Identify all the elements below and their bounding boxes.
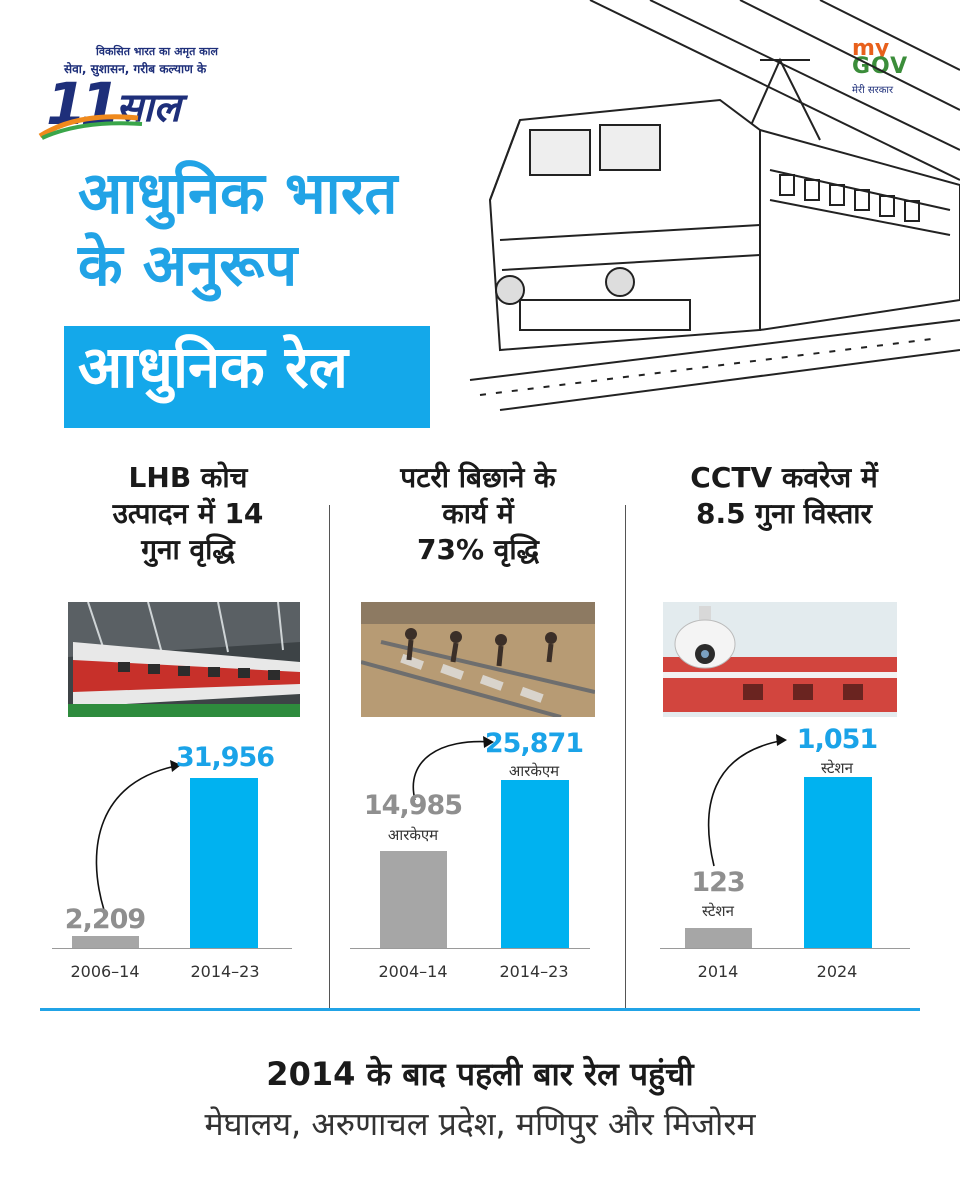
- panel-2-title-line1: पटरी बिछाने के: [400, 461, 556, 494]
- cctv-camera-photo: [663, 602, 897, 717]
- chart-3-bar-new: [804, 777, 872, 948]
- chart-2-value-new: 25,871: [484, 728, 584, 759]
- chart-3-bar-old: [685, 928, 752, 948]
- chart-1-category-new: 2014–23: [190, 962, 260, 981]
- chart-2-growth-arrow-icon: [412, 736, 494, 801]
- chart-2-category-old: 2004–14: [378, 962, 448, 981]
- chart-3-value-new: 1,051: [796, 724, 878, 755]
- lhb-coach-photo: [68, 602, 300, 717]
- chart-2-unit-new: आरकेएम: [508, 762, 560, 780]
- headline-line1: आधुनिक भारत: [78, 159, 398, 227]
- headline-highlight-box: [64, 326, 430, 428]
- panel-1-title-line2: उत्पादन में 14: [112, 497, 264, 530]
- panel-1-title: LHB कोच उत्पादन में 14 गुना वृद्धि: [48, 460, 328, 568]
- footer-headline: 2014 के बाद पहली बार रेल पहुंची: [266, 1055, 694, 1093]
- mygov-subtitle: मेरी सरकार: [852, 85, 894, 96]
- panel-3-title: CCTV कवरेज में 8.5 गुना विस्तार: [634, 460, 934, 532]
- panel-divider-2: [625, 505, 626, 1010]
- chart-1-bar-old: [72, 936, 139, 948]
- mygov-my: my: [852, 36, 890, 61]
- chart-3-value-old: 123: [691, 867, 745, 898]
- chart-1-value-new: 31,956: [175, 742, 275, 773]
- logo-tagline: सेवा, सुशासन, गरीब कल्याण के: [64, 62, 207, 76]
- panel-1-title-line1: LHB कोच: [128, 461, 248, 494]
- chart-2-value-old: 14,985: [363, 790, 463, 821]
- panel-3-title-line1: CCTV कवरेज में: [690, 461, 878, 494]
- panel-2-title: पटरी बिछाने के कार्य में 73% वृद्धि: [334, 460, 622, 568]
- logo-swoosh-icon: [38, 114, 143, 140]
- headline-highlight: आधुनिक रेल: [78, 333, 348, 401]
- chart-2-unit-old: आरकेएम: [387, 826, 439, 844]
- chart-1-growth-arrow-icon: [95, 760, 182, 911]
- mygov-gov: GOV: [852, 54, 909, 79]
- panel-3-title-line2: 8.5 गुना विस्तार: [695, 497, 873, 530]
- chart-3-unit-new: स्टेशन: [821, 759, 853, 777]
- headline-line2: के अनुरूप: [78, 231, 298, 299]
- panel-1-title-line3: गुना वृद्धि: [141, 533, 235, 566]
- panel-2-title-line3: 73% वृद्धि: [417, 533, 539, 566]
- logo-tagline-top: विकसित भारत का अमृत काल: [96, 45, 218, 58]
- chart-2-category-new: 2014–23: [499, 962, 569, 981]
- track-laying-photo: [361, 602, 595, 717]
- chart-2-baseline: [350, 948, 590, 949]
- chart-1-value-old: 2,209: [64, 904, 146, 935]
- chart-1-baseline: [52, 948, 292, 949]
- chart-3-growth-arrow-icon: [707, 734, 787, 867]
- chart-2-bar-new: [501, 780, 569, 948]
- 11-saal-logo: विकसित भारत का अमृत काल सेवा, सुशासन, गर…: [38, 44, 238, 144]
- panel-divider-1: [329, 505, 330, 1010]
- chart-3-baseline: [660, 948, 910, 949]
- chart-2-bar-old: [380, 851, 447, 948]
- chart-3-category-old: 2014: [697, 962, 739, 981]
- chart-1-bar-new: [190, 778, 258, 948]
- footer-states: मेघालय, अरुणाचल प्रदेश, मणिपुर और मिजोरम: [204, 1105, 756, 1143]
- electric-locomotive-illustration: [469, 0, 960, 411]
- chart-1-category-old: 2006–14: [70, 962, 140, 981]
- chart-3-unit-old: स्टेशन: [702, 902, 734, 920]
- mygov-logo: my GOV मेरी सरकार: [848, 36, 938, 106]
- panel-2-title-line2: कार्य में: [442, 497, 514, 530]
- footer-rule: [40, 1008, 920, 1011]
- chart-3-category-new: 2024: [816, 962, 858, 981]
